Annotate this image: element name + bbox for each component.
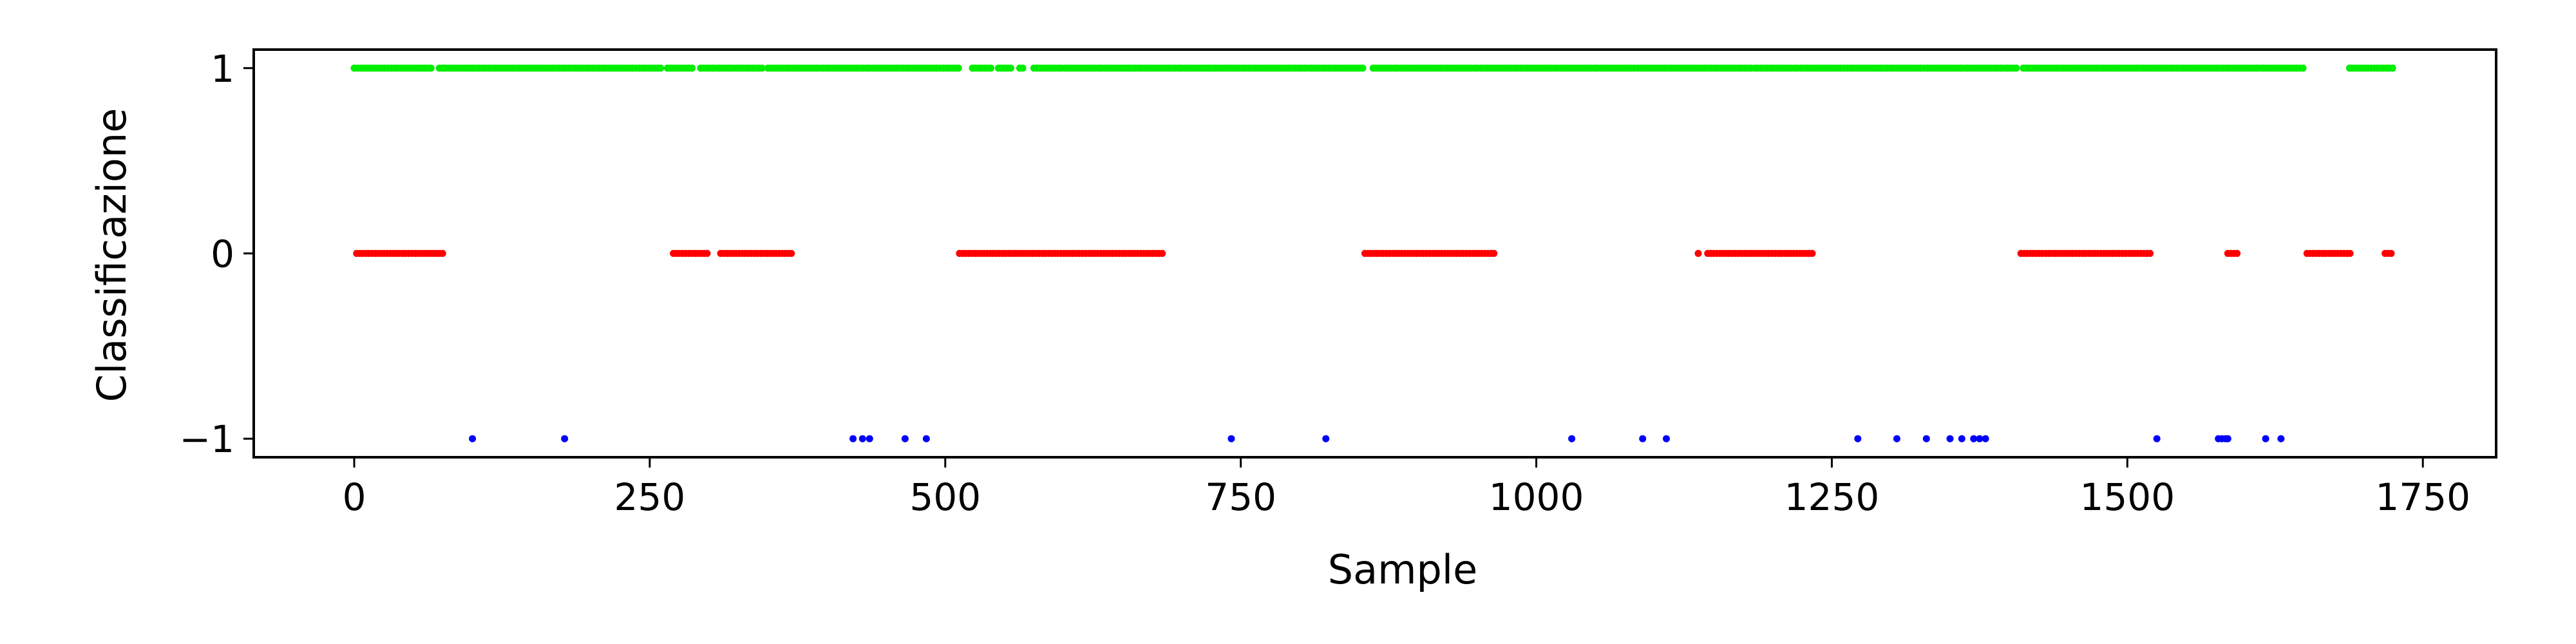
data-point [2346, 250, 2354, 257]
data-point [688, 64, 696, 72]
data-point [1946, 435, 1954, 442]
data-point [1639, 435, 1647, 442]
data-point [849, 435, 857, 442]
x-tick-label: 1500 [2080, 475, 2175, 519]
series-0-markers [350, 64, 2396, 72]
y-tick-label: 0 [211, 232, 234, 276]
data-point [1490, 250, 1498, 257]
x-tick-label: 1250 [1785, 475, 1880, 519]
data-point [1958, 435, 1965, 442]
x-tick-label: 1000 [1489, 475, 1584, 519]
data-point [2153, 435, 2161, 442]
data-point [1694, 250, 1702, 257]
data-point [1159, 250, 1166, 257]
x-axis: 0 250 500 750 1000 1250 1500 1750 [343, 457, 2470, 519]
x-tick-label: 750 [1205, 475, 1276, 519]
x-tick-label: 500 [909, 475, 981, 519]
data-point [922, 435, 930, 442]
data-point [2277, 435, 2285, 442]
y-axis: 1 0 −1 [180, 47, 254, 461]
data-point [2233, 250, 2241, 257]
data-point [1568, 435, 1576, 442]
data-point [2299, 64, 2307, 72]
data-point [987, 64, 995, 72]
data-point [1019, 64, 1027, 72]
data-point [901, 435, 909, 442]
data-point [1982, 435, 1989, 442]
data-point [1854, 435, 1862, 442]
data-point [427, 64, 435, 72]
x-tick-label: 250 [614, 475, 686, 519]
data-point [2387, 250, 2395, 257]
data-point [439, 250, 446, 257]
y-tick-label: 1 [211, 47, 234, 91]
data-point [954, 64, 962, 72]
data-point [1359, 64, 1367, 72]
data-point [1970, 435, 1978, 442]
data-point [758, 64, 766, 72]
data-point [1322, 435, 1330, 442]
data-point [561, 435, 569, 442]
y-tick-label: −1 [180, 417, 235, 461]
data-point [1922, 435, 1930, 442]
data-point [657, 64, 665, 72]
data-point [2262, 435, 2269, 442]
data-point [858, 435, 866, 442]
data-point [1808, 250, 1816, 257]
data-point [788, 250, 795, 257]
x-tick-label: 0 [343, 475, 366, 519]
data-point [2146, 250, 2154, 257]
data-point [1007, 64, 1014, 72]
data-point [1893, 435, 1900, 442]
series-2-markers [469, 435, 2285, 442]
y-axis-label: Classificazione [88, 108, 135, 402]
data-point [469, 435, 477, 442]
x-tick-label: 1750 [2375, 475, 2470, 519]
data-point [2224, 435, 2231, 442]
data-point [1976, 435, 1984, 442]
data-point [2012, 64, 2020, 72]
x-axis-label: Sample [1328, 546, 1477, 593]
data-point [703, 250, 711, 257]
data-markers [350, 64, 2396, 442]
data-point [1227, 435, 1235, 442]
series-1-markers [353, 250, 2395, 257]
data-point [1663, 435, 1670, 442]
data-point [2389, 64, 2396, 72]
data-point [866, 435, 873, 442]
